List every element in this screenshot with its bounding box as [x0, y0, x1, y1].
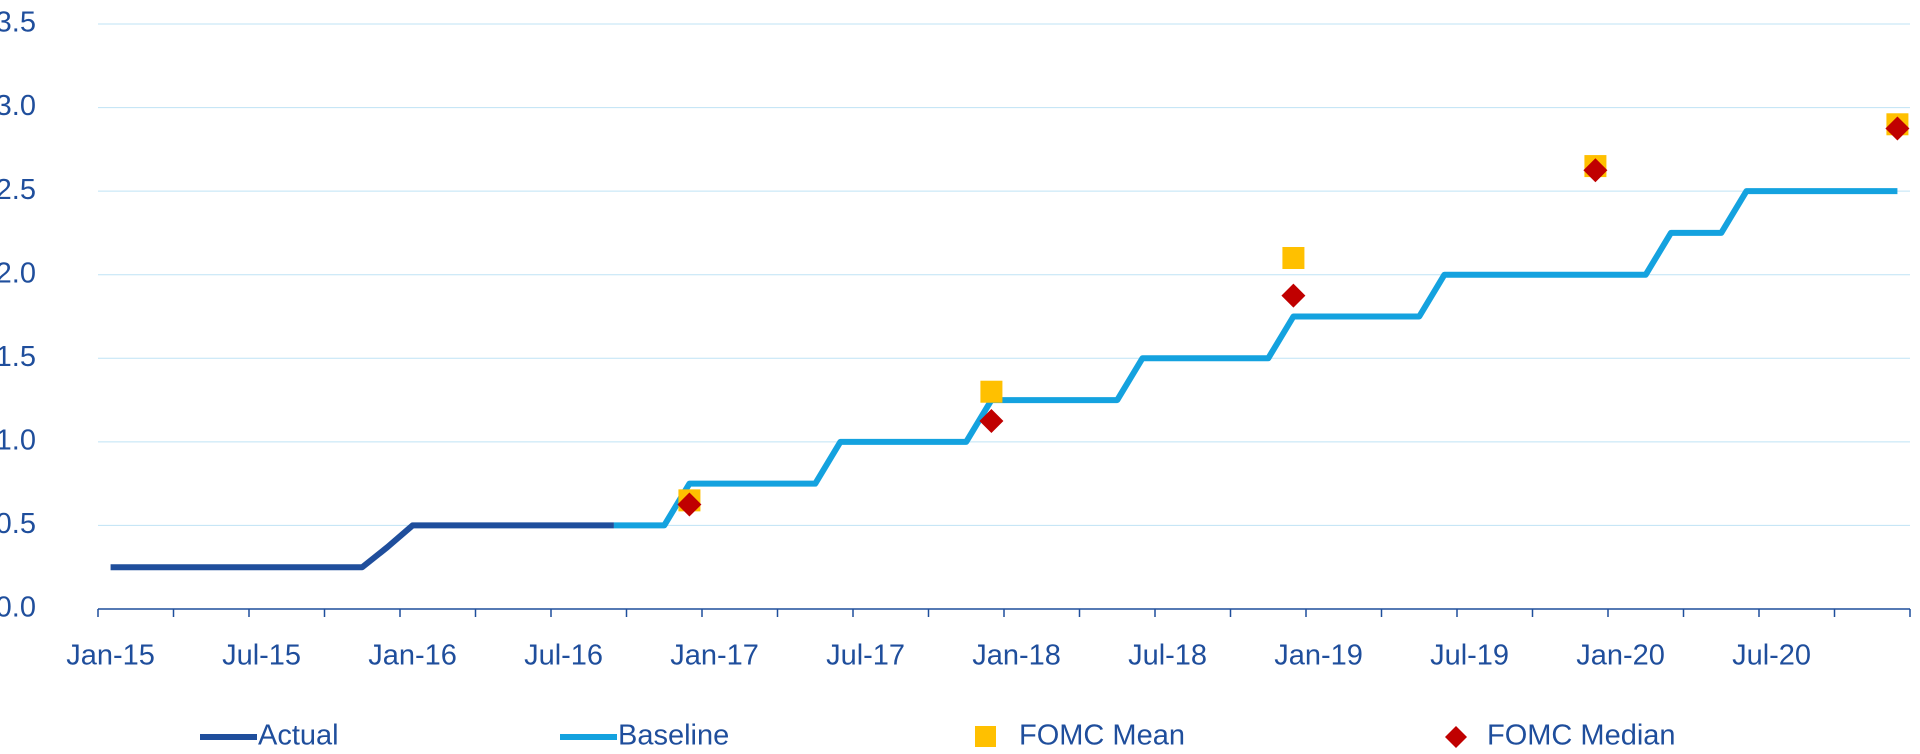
x-tick-label: Jul-20: [1732, 640, 1811, 672]
legend-label: FOMC Mean: [1019, 720, 1185, 752]
legend-swatch: [975, 726, 996, 747]
marker-square: [980, 380, 1003, 403]
x-tick-label: Jan-20: [1576, 640, 1665, 672]
legend-swatch: [1445, 726, 1467, 748]
y-tick-label: 1.0: [0, 425, 36, 457]
marker-diamond: [677, 492, 702, 517]
legend-label: FOMC Median: [1487, 720, 1676, 752]
marker-diamond: [1583, 158, 1608, 183]
y-tick-label: 0.0: [0, 592, 36, 624]
marker-square: [1282, 247, 1305, 269]
line: [613, 188, 1898, 529]
x-tick-label: Jan-19: [1274, 640, 1363, 672]
legend-label: Actual: [258, 720, 339, 752]
x-tick-label: Jul-19: [1430, 640, 1509, 672]
x-tick-label: Jan-16: [368, 640, 457, 672]
x-tick-label: Jul-15: [222, 640, 301, 672]
marker-diamond: [1885, 116, 1910, 141]
legend-label: Baseline: [618, 720, 729, 752]
marker-diamond: [1281, 283, 1306, 308]
y-tick-label: 1.5: [0, 341, 36, 373]
y-tick-label: 3.0: [0, 90, 36, 122]
x-tick-label: Jul-17: [826, 640, 905, 672]
x-tick-label: Jan-17: [670, 640, 759, 672]
line: [110, 522, 614, 571]
marker-diamond: [979, 408, 1004, 433]
x-tick-label: Jul-18: [1128, 640, 1207, 672]
x-tick-label: Jan-15: [66, 640, 155, 672]
y-tick-label: 3.5: [0, 7, 36, 39]
y-tick-label: 2.0: [0, 257, 36, 289]
y-tick-label: 0.5: [0, 508, 36, 540]
y-tick-label: 2.5: [0, 174, 36, 206]
x-tick-label: Jul-16: [524, 640, 603, 672]
x-tick-label: Jan-18: [972, 640, 1061, 672]
